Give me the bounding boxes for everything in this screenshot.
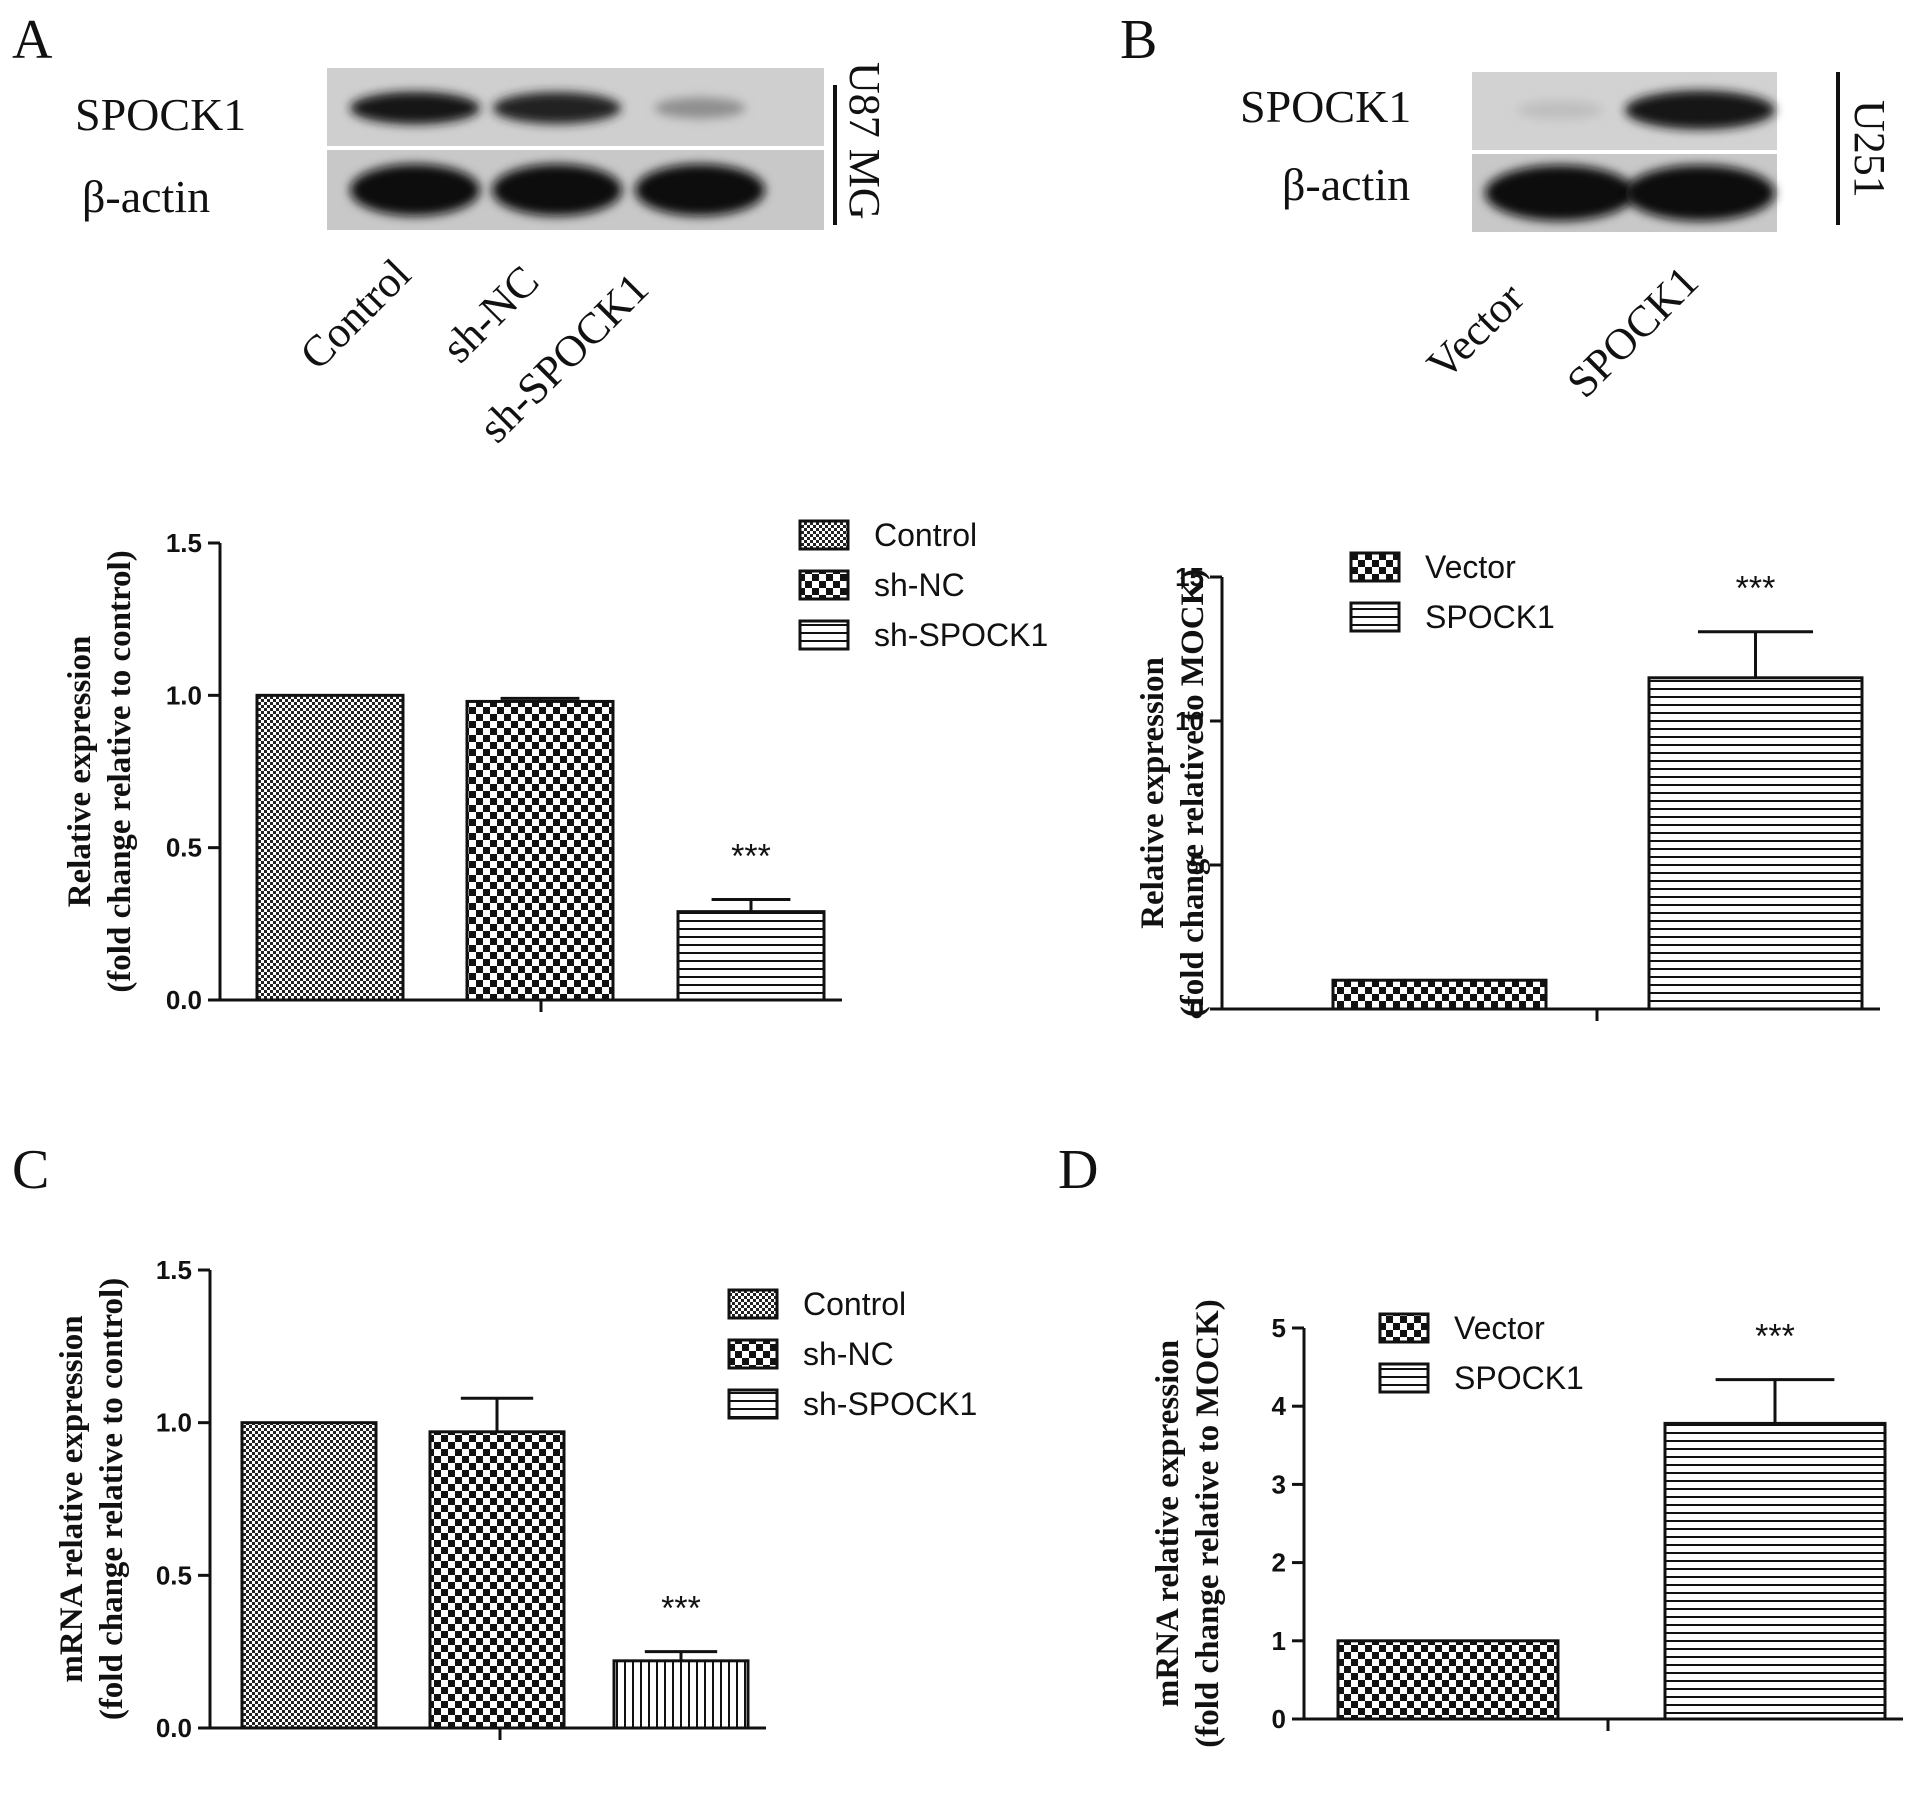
bar-sh-spock1 [612, 1659, 750, 1730]
bar-sh-nc [465, 699, 615, 1002]
panel-letter-a: A [12, 9, 53, 71]
legend-swatch-vector [1378, 1312, 1430, 1344]
y-tick-label: 1.0 [166, 680, 202, 710]
significance-marker: *** [1755, 1318, 1795, 1356]
significance-marker: *** [1736, 570, 1776, 608]
y-tick-label: 2 [1272, 1548, 1286, 1578]
y-tick-label: 3 [1272, 1469, 1286, 1499]
y-tick-label: 1.0 [156, 1408, 192, 1438]
y-tick-label: 10 [1175, 706, 1204, 736]
blot-band-spock1-lane-1 [1516, 100, 1604, 120]
legend-label-spock1: SPOCK1 [1454, 1360, 1584, 1396]
y-tick-label: 5 [1190, 850, 1204, 880]
y-tick-label: 0 [1272, 1704, 1286, 1734]
blot-a-row-label-spock1: SPOCK1 [75, 89, 246, 140]
legend-label-control: Control [874, 517, 977, 553]
y-axis-label-line-1: mRNA relative expression [1150, 1340, 1186, 1707]
legend-label-vector: Vector [1425, 549, 1516, 585]
y-tick-label: 1.5 [156, 1255, 192, 1285]
blot-band-spock1-lane-2 [492, 92, 622, 124]
blot-band-actin-lane-3 [635, 164, 765, 216]
blot-band-spock1-lane-2 [1625, 90, 1775, 130]
blot-b-lane-label-spock1: SPOCK1 [1557, 257, 1708, 408]
legend-swatch-sh-spock1 [798, 619, 850, 651]
bar-spock1 [1663, 1421, 1887, 1721]
legend-swatch-control [798, 519, 850, 551]
bar-chart-b: 0 5 10 15 Relative expression (fold change re… [1135, 549, 1880, 1024]
blot-band-actin-lane-1 [1485, 165, 1635, 221]
y-tick-label: 15 [1175, 562, 1204, 592]
legend-swatch-control [727, 1288, 779, 1320]
panel-letter-d: D [1058, 1139, 1098, 1201]
bar-vector [1336, 1639, 1560, 1721]
significance-marker: *** [731, 837, 771, 875]
bar-vector [1331, 978, 1548, 1011]
panel-letter-c: C [12, 1139, 49, 1201]
y-axis-label-line-2: (fold change relative to control) [94, 1278, 130, 1720]
blot-band-actin-lane-1 [350, 164, 480, 216]
legend-swatch-sh-spock1 [727, 1388, 779, 1420]
bar-control [240, 1421, 378, 1730]
legend-swatch-sh-nc [798, 569, 850, 601]
y-axis-label-line-1: mRNA relative expression [54, 1315, 90, 1682]
panel-letter-b: B [1120, 9, 1157, 71]
blot-b-cell-line-label: U251 [1845, 100, 1894, 198]
y-tick-label: 4 [1272, 1391, 1287, 1421]
legend-label-sh-spock1: sh-SPOCK1 [874, 617, 1048, 653]
blot-b-row-label-spock1: SPOCK1 [1240, 81, 1411, 132]
legend-label-sh-nc: sh-NC [874, 567, 965, 603]
significance-marker: *** [661, 1590, 701, 1628]
blot-band-actin-lane-2 [492, 164, 622, 216]
blot-band-actin-lane-2 [1625, 165, 1775, 221]
legend-label-sh-nc: sh-NC [803, 1336, 894, 1372]
blot-a-cell-line-label: U87 MG [840, 62, 889, 220]
y-axis-label-line-2: (fold change relative to MOCK) [1175, 569, 1211, 1017]
blot-band-spock1-lane-1 [350, 91, 480, 125]
y-tick-label: 5 [1272, 1313, 1286, 1343]
bar-control [255, 693, 405, 1002]
blot-a-lane-label-control: Control [290, 249, 420, 379]
legend-label-sh-spock1: sh-SPOCK1 [803, 1386, 977, 1422]
legend-swatch-spock1 [1378, 1362, 1430, 1394]
blot-a-row-label-actin: β-actin [82, 171, 210, 222]
y-tick-label: 0.0 [156, 1713, 192, 1743]
legend-swatch-spock1 [1349, 601, 1401, 633]
y-axis-label-line-2: (fold change relative to MOCK) [1190, 1299, 1226, 1747]
y-tick-label: 0.5 [166, 833, 202, 863]
bar-chart-c: 0.0 0.5 1.0 1.5 mRNA relative expression (fol… [54, 1255, 977, 1743]
legend-label-spock1: SPOCK1 [1425, 599, 1555, 635]
legend-label-control: Control [803, 1286, 906, 1322]
western-blot-a: SPOCK1 β-actin U87 MG Control sh-NC sh-S… [75, 62, 889, 452]
legend-label-vector: Vector [1454, 1310, 1545, 1346]
y-axis-label-line-1: Relative expression [1135, 657, 1171, 929]
blot-b-lane-label-vector: Vector [1417, 273, 1533, 389]
y-tick-label: 0.0 [166, 985, 202, 1015]
y-axis-label-line-2: (fold change relative to control) [102, 550, 138, 992]
blot-band-spock1-lane-3 [654, 97, 746, 119]
bar-spock1 [1647, 676, 1864, 1011]
bar-chart-a: 0.0 0.5 1.0 1.5 Relative expression (fold cha… [62, 517, 1048, 1015]
legend-swatch-sh-nc [727, 1338, 779, 1370]
y-axis-label-line-1: Relative expression [62, 636, 98, 908]
y-tick-label: 0.5 [156, 1560, 192, 1590]
blot-b-row-label-actin: β-actin [1282, 159, 1410, 210]
bar-sh-spock1 [676, 910, 826, 1002]
bar-chart-d: 0 1 2 3 4 5 mRNA relative expression (fold chan… [1150, 1299, 1903, 1748]
y-tick-label: 1 [1272, 1626, 1286, 1656]
bar-sh-nc [428, 1430, 566, 1730]
legend-swatch-vector [1349, 551, 1401, 583]
western-blot-b: SPOCK1 β-actin U251 Vector SPOCK1 [1240, 72, 1894, 407]
y-tick-label: 1.5 [166, 528, 202, 558]
y-tick-label: 0 [1190, 994, 1204, 1024]
